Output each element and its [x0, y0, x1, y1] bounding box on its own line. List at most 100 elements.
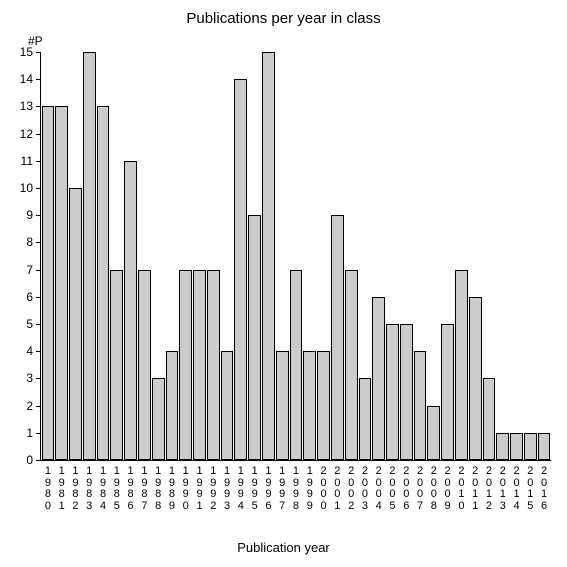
- bar: [207, 270, 220, 460]
- y-tick: [36, 215, 41, 216]
- bar: [331, 215, 344, 460]
- x-tick-label: 1 9 9 9: [303, 466, 316, 512]
- bars-group: [41, 52, 551, 460]
- y-tick: [36, 134, 41, 135]
- bar: [400, 324, 413, 460]
- x-tick-label: 2 0 0 4: [372, 466, 385, 512]
- x-tick-label: 1 9 9 0: [179, 466, 192, 512]
- y-tick: [36, 297, 41, 298]
- bar: [110, 270, 123, 460]
- y-tick-label: 4: [26, 344, 33, 358]
- x-tick-label: 2 0 1 3: [496, 466, 509, 512]
- y-tick-label: 8: [26, 235, 33, 249]
- x-tick-label: 2 0 0 2: [345, 466, 358, 512]
- bar: [386, 324, 399, 460]
- bar: [359, 378, 372, 460]
- bar: [234, 79, 247, 460]
- bar: [290, 270, 303, 460]
- bar: [510, 433, 523, 460]
- bar: [83, 52, 96, 460]
- bar: [166, 351, 179, 460]
- chart-container: Publications per year in class #P 012345…: [0, 0, 567, 567]
- y-tick-label: 10: [20, 181, 33, 195]
- bar: [42, 106, 55, 460]
- y-tick: [36, 79, 41, 80]
- x-tick-label: 2 0 0 1: [331, 466, 344, 512]
- bar: [469, 297, 482, 460]
- x-tick-label: 2 0 0 9: [441, 466, 454, 512]
- x-tick-label: 1 9 8 2: [69, 466, 82, 512]
- bar: [276, 351, 289, 460]
- bar: [427, 406, 440, 460]
- y-tick: [36, 324, 41, 325]
- bar: [179, 270, 192, 460]
- x-tick-label: 2 0 1 6: [538, 466, 551, 512]
- bar: [524, 433, 537, 460]
- bar: [138, 270, 151, 460]
- x-tick-label: 1 9 9 7: [276, 466, 289, 512]
- bar: [441, 324, 454, 460]
- x-tick-label: 2 0 1 0: [455, 466, 468, 512]
- x-tick-label: 2 0 1 4: [510, 466, 523, 512]
- y-tick-label: 15: [20, 45, 33, 59]
- y-tick-label: 6: [26, 290, 33, 304]
- x-tick-label: 1 9 8 9: [166, 466, 179, 512]
- bar: [303, 351, 316, 460]
- x-tick-label: 1 9 9 1: [193, 466, 206, 512]
- y-tick: [36, 406, 41, 407]
- bar: [455, 270, 468, 460]
- x-tick-label: 1 9 9 3: [221, 466, 234, 512]
- x-tick-label: 1 9 9 6: [262, 466, 275, 512]
- y-tick: [36, 433, 41, 434]
- bar: [69, 188, 82, 460]
- y-tick: [36, 378, 41, 379]
- x-tick-label: 1 9 9 4: [234, 466, 247, 512]
- y-tick-label: 5: [26, 317, 33, 331]
- y-tick-label: 13: [20, 99, 33, 113]
- y-tick: [36, 188, 41, 189]
- bar: [372, 297, 385, 460]
- x-tick-label: 1 9 9 5: [248, 466, 261, 512]
- x-tick-label: 1 9 8 0: [42, 466, 55, 512]
- bar: [97, 106, 110, 460]
- bar: [55, 106, 68, 460]
- x-tick-label: 1 9 8 1: [55, 466, 68, 512]
- x-tick-label: 1 9 8 5: [110, 466, 123, 512]
- y-tick: [36, 161, 41, 162]
- x-tick-label: 2 0 1 1: [469, 466, 482, 512]
- y-tick-label: 3: [26, 371, 33, 385]
- bar: [317, 351, 330, 460]
- x-tick-label: 1 9 8 8: [152, 466, 165, 512]
- bar: [152, 378, 165, 460]
- y-tick-label: 11: [21, 154, 33, 168]
- bar: [248, 215, 261, 460]
- x-tick-label: 1 9 9 2: [207, 466, 220, 512]
- plot-area: 01234567891011121314151 9 8 01 9 8 11 9 …: [40, 52, 551, 461]
- bar: [124, 161, 137, 460]
- y-tick-label: 0: [26, 453, 33, 467]
- y-tick: [36, 242, 41, 243]
- y-tick-label: 1: [26, 426, 33, 440]
- bar: [221, 351, 234, 460]
- bar: [496, 433, 509, 460]
- bar: [414, 351, 427, 460]
- bar: [538, 433, 551, 460]
- x-tick-label: 2 0 0 6: [400, 466, 413, 512]
- bar: [193, 270, 206, 460]
- y-tick-label: 12: [20, 127, 33, 141]
- x-axis-title: Publication year: [0, 540, 567, 555]
- y-tick-label: 2: [26, 399, 33, 413]
- x-tick-label: 2 0 0 8: [427, 466, 440, 512]
- x-tick-label: 2 0 1 5: [524, 466, 537, 512]
- x-tick-label: 1 9 8 4: [97, 466, 110, 512]
- x-tick-label: 2 0 1 2: [483, 466, 496, 512]
- y-tick: [36, 351, 41, 352]
- x-tick-label: 1 9 8 6: [124, 466, 137, 512]
- y-tick: [36, 52, 41, 53]
- x-tick-label: 2 0 0 7: [414, 466, 427, 512]
- x-tick-label: 2 0 0 3: [359, 466, 372, 512]
- y-tick: [36, 460, 41, 461]
- x-tick-label: 1 9 8 3: [83, 466, 96, 512]
- bar: [262, 52, 275, 460]
- x-tick-label: 2 0 0 5: [386, 466, 399, 512]
